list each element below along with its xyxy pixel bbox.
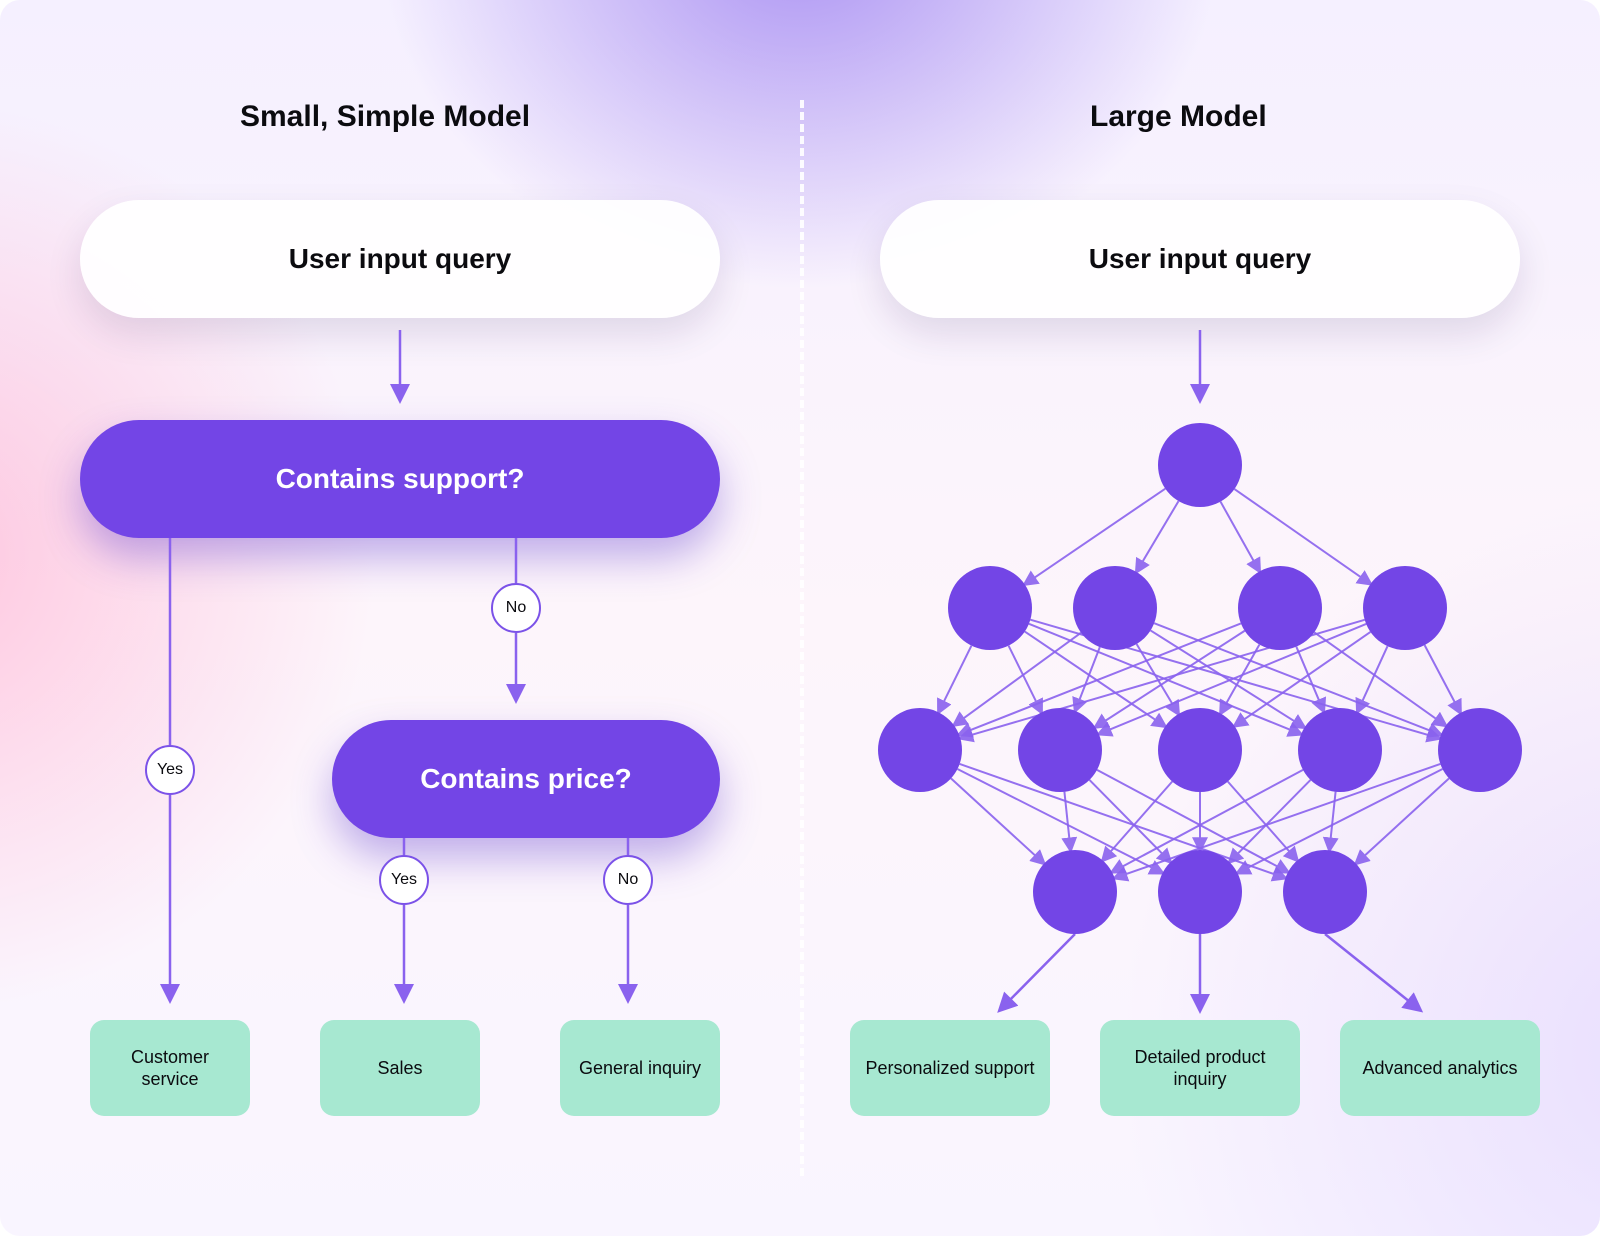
nn-node [1033, 850, 1117, 934]
diagram-stage: Small, Simple Model Large Model User inp… [0, 0, 1600, 1236]
nn-node [1438, 708, 1522, 792]
right-output-0: Personalized support [850, 1020, 1050, 1116]
nn-node [1363, 566, 1447, 650]
badge-no-price: No [603, 855, 653, 905]
nn-node [1238, 566, 1322, 650]
left-title: Small, Simple Model [240, 100, 530, 134]
left-decision-support: Contains support? [80, 420, 720, 538]
nn-node [948, 566, 1032, 650]
badge-yes-price: Yes [379, 855, 429, 905]
right-title: Large Model [1090, 100, 1267, 134]
nn-node [1298, 708, 1382, 792]
badge-no-support: No [491, 583, 541, 633]
badge-yes-support: Yes [145, 745, 195, 795]
left-output-1: Sales [320, 1020, 480, 1116]
right-output-2: Advanced analytics [1340, 1020, 1540, 1116]
left-input-pill: User input query [80, 200, 720, 318]
center-divider [800, 100, 804, 1176]
nn-node [1158, 708, 1242, 792]
nn-node [1158, 423, 1242, 507]
nn-node [1073, 566, 1157, 650]
left-output-2: General inquiry [560, 1020, 720, 1116]
nn-node [1158, 850, 1242, 934]
left-output-0: Customer service [90, 1020, 250, 1116]
nn-node [1283, 850, 1367, 934]
right-input-pill: User input query [880, 200, 1520, 318]
nn-node [1018, 708, 1102, 792]
left-decision-price: Contains price? [332, 720, 720, 838]
right-output-1: Detailed product inquiry [1100, 1020, 1300, 1116]
nn-node [878, 708, 962, 792]
